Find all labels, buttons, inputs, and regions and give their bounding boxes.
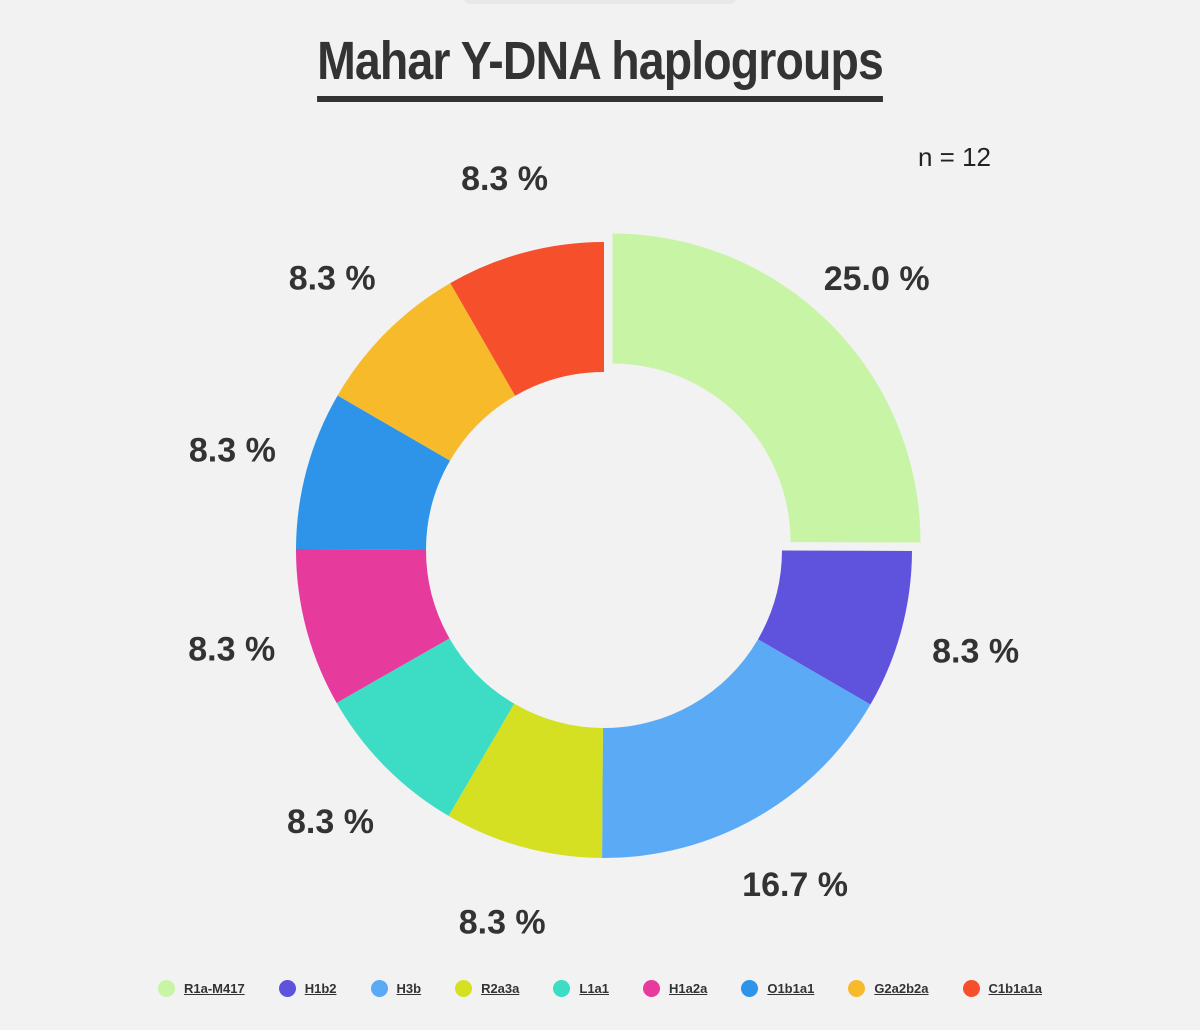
legend-label: H3b bbox=[396, 981, 422, 996]
legend-swatch bbox=[553, 980, 571, 997]
title-container: Mahar Y-DNA haplogroups bbox=[0, 30, 1200, 102]
legend-label: G2a2b2a bbox=[874, 981, 929, 996]
legend-swatch bbox=[741, 980, 759, 997]
legend-item-o1b1a1[interactable]: O1b1a1 bbox=[741, 980, 814, 997]
value-label-o1b1a1: 8.3 % bbox=[189, 431, 276, 469]
slice-c1b1a1a[interactable] bbox=[450, 242, 604, 396]
legend-swatch bbox=[370, 980, 388, 997]
top-tab bbox=[465, 0, 735, 4]
legend-swatch bbox=[455, 980, 473, 997]
slice-h1b2[interactable] bbox=[757, 550, 912, 705]
legend-swatch bbox=[278, 980, 296, 997]
legend-swatch bbox=[158, 980, 175, 997]
value-label-h1a2a: 8.3 % bbox=[188, 630, 275, 668]
slice-r2a3a[interactable] bbox=[448, 703, 603, 858]
legend-label: R1a-M417 bbox=[184, 981, 245, 996]
value-label-r2a3a: 8.3 % bbox=[459, 903, 546, 941]
legend: R1a-M417 H1b2 H3b R2a3a L1a1 H1a2a O1b1a1 G2a2b… bbox=[0, 980, 1200, 997]
slice-h1a2a[interactable] bbox=[296, 549, 450, 703]
value-label-c1b1a1a: 8.3 % bbox=[461, 160, 548, 198]
value-label-l1a1: 8.3 % bbox=[287, 803, 374, 841]
value-label-h1b2: 8.3 % bbox=[932, 633, 1019, 671]
legend-item-g2a2b2a[interactable]: G2a2b2a bbox=[848, 980, 929, 997]
slice-h3b[interactable] bbox=[602, 639, 871, 858]
value-label-group: 25.0 % 8.3 % 16.7 % 8.3 % 8.3 % 8.3 % 8.3 % 8.3… bbox=[188, 160, 1019, 941]
value-label-h3b: 16.7 % bbox=[742, 866, 848, 904]
legend-item-h1b2[interactable]: H1b2 bbox=[278, 980, 337, 997]
chart-title: Mahar Y-DNA haplogroups bbox=[317, 30, 884, 102]
value-label-g2a2b2a: 8.3 % bbox=[289, 259, 376, 297]
legend-label: R2a3a bbox=[481, 981, 520, 996]
legend-swatch bbox=[643, 980, 661, 997]
slice-g2a2b2a[interactable] bbox=[337, 283, 516, 461]
legend-label: O1b1a1 bbox=[767, 981, 815, 996]
legend-label: H1a2a bbox=[669, 981, 708, 996]
slice-group bbox=[296, 233, 921, 858]
legend-label: L1a1 bbox=[579, 981, 610, 996]
slice-l1a1[interactable] bbox=[336, 638, 515, 816]
legend-item-h3b[interactable]: H3b bbox=[370, 980, 422, 997]
sample-size-label: n = 12 bbox=[918, 142, 992, 172]
slice-o1b1a1[interactable] bbox=[296, 395, 451, 550]
legend-item-l1a1[interactable]: L1a1 bbox=[553, 980, 609, 997]
donut-chart: 25.0 % 8.3 % 16.7 % 8.3 % 8.3 % 8.3 % 8.3 % 8.3… bbox=[188, 160, 1019, 941]
slice-r1a-m417[interactable] bbox=[612, 233, 921, 543]
legend-label: C1b1a1a bbox=[988, 981, 1042, 996]
legend-item-h1a2a[interactable]: H1a2a bbox=[643, 980, 707, 997]
legend-item-c1b1a1a[interactable]: C1b1a1a bbox=[962, 980, 1042, 997]
legend-label: H1b2 bbox=[304, 981, 337, 996]
legend-item-r2a3a[interactable]: R2a3a bbox=[455, 980, 519, 997]
legend-swatch bbox=[962, 980, 980, 997]
legend-item-r1a-m417[interactable]: R1a-M417 bbox=[158, 980, 245, 997]
legend-swatch bbox=[848, 980, 866, 997]
value-label-r1a-m417: 25.0 % bbox=[824, 260, 930, 298]
